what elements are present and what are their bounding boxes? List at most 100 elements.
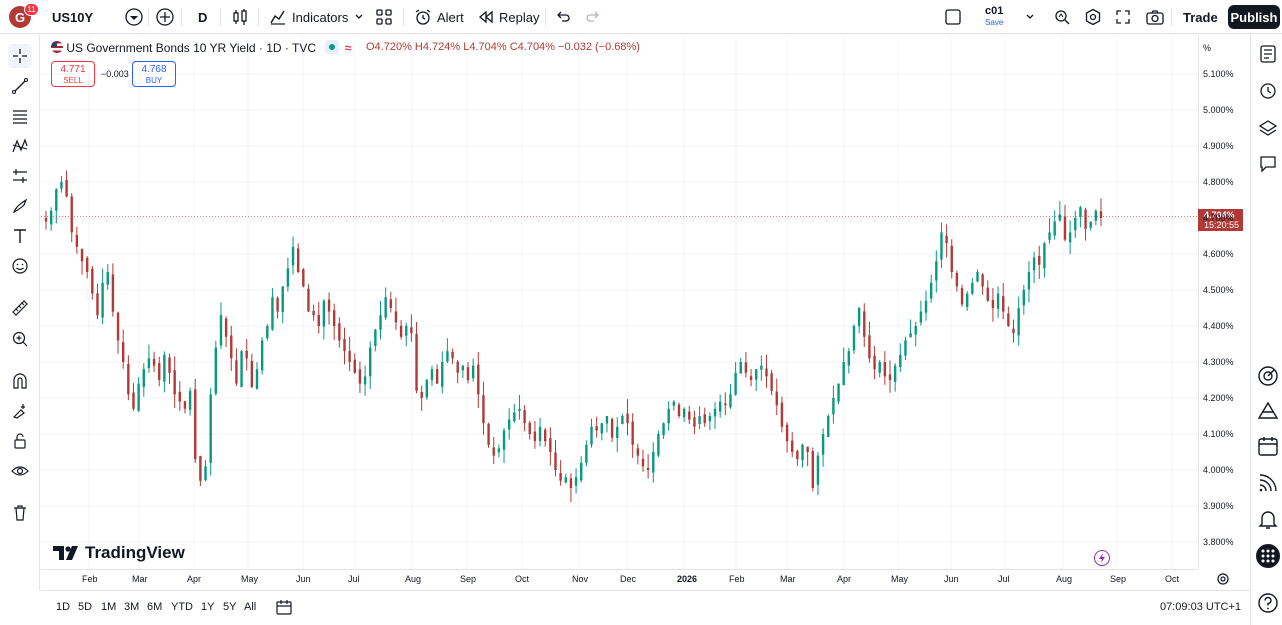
eye-icon[interactable]: [8, 459, 32, 483]
trade-button[interactable]: Trade: [1183, 9, 1218, 25]
candle-body: [137, 383, 140, 411]
trend-line-icon[interactable]: [8, 74, 32, 98]
range-button[interactable]: 1Y: [201, 601, 215, 613]
pattern-icon[interactable]: [8, 134, 32, 158]
range-button[interactable]: 6M: [147, 601, 163, 613]
watchlist-icon[interactable]: [1256, 42, 1280, 66]
time-tick-label: Mar: [780, 574, 796, 584]
sell-label: SELL: [63, 76, 83, 85]
price-axis[interactable]: [1198, 35, 1250, 569]
range-button[interactable]: 1M: [101, 601, 117, 613]
candle-body: [631, 421, 634, 445]
candle-body: [384, 297, 387, 318]
apps-grid-icon[interactable]: [1256, 544, 1280, 568]
tradingview-logo[interactable]: TradingView: [53, 543, 185, 563]
alert-button[interactable]: Alert: [413, 0, 464, 34]
bell-icon[interactable]: [1256, 507, 1280, 531]
lock-drawing-icon[interactable]: [8, 399, 32, 423]
rewind-icon: [478, 10, 493, 24]
candle-body: [857, 308, 861, 327]
text-icon[interactable]: [8, 224, 32, 248]
candle-body: [158, 363, 161, 380]
publish-button[interactable]: Publish: [1228, 5, 1280, 29]
chat-icon[interactable]: [1256, 152, 1280, 176]
wave-icon[interactable]: ≈: [344, 41, 352, 55]
brush-icon[interactable]: [8, 194, 32, 218]
quick-search-icon[interactable]: [1053, 0, 1071, 34]
time-tick-label: May: [891, 574, 909, 584]
candle-body: [188, 390, 192, 410]
layout-square-icon[interactable]: [944, 0, 962, 34]
pyramid-icon[interactable]: [1256, 399, 1280, 423]
fullscreen-icon[interactable]: [1115, 0, 1131, 34]
candle-body: [224, 318, 228, 337]
candle-body: [909, 333, 912, 338]
indicators-button[interactable]: Indicators: [268, 0, 348, 34]
help-icon[interactable]: [1256, 591, 1280, 615]
candle-body: [127, 363, 130, 395]
candle-body: [230, 335, 233, 359]
indicators-dropdown-icon[interactable]: [354, 0, 364, 34]
fib-retracement-icon[interactable]: [8, 104, 32, 128]
crosshair-icon[interactable]: [8, 44, 32, 68]
candle-body: [827, 416, 830, 437]
symbol-search[interactable]: US10Y: [52, 9, 94, 25]
series-legend[interactable]: US Government Bonds 10 YR Yield · 1D · T…: [51, 40, 351, 55]
date-range-icon[interactable]: [276, 599, 292, 620]
candle-body: [121, 342, 125, 362]
range-button[interactable]: 1D: [56, 601, 71, 613]
candle-body: [919, 311, 923, 323]
layout-dropdown-icon[interactable]: [1025, 0, 1035, 34]
price-unit-label[interactable]: %: [1203, 43, 1212, 53]
candle-body: [940, 232, 943, 260]
range-button[interactable]: YTD: [171, 601, 193, 613]
price-chart[interactable]: [41, 35, 1198, 569]
candles-icon[interactable]: [230, 0, 250, 34]
chart-pane[interactable]: [41, 35, 1198, 569]
layout-name-button[interactable]: c01 Save: [985, 0, 1003, 34]
target-icon[interactable]: [1256, 364, 1280, 388]
sell-button[interactable]: 4.771 SELL: [51, 61, 95, 87]
range-button[interactable]: 3M: [124, 601, 140, 613]
range-button[interactable]: 5Y: [223, 601, 237, 613]
add-symbol-icon[interactable]: [155, 0, 175, 34]
settings-icon[interactable]: [1084, 0, 1102, 34]
broadcast-icon[interactable]: [1256, 471, 1280, 495]
layers-icon[interactable]: [1256, 116, 1280, 140]
undo-icon[interactable]: [555, 0, 571, 34]
axis-settings-icon[interactable]: [1216, 572, 1230, 591]
interval-button[interactable]: D: [198, 9, 208, 25]
candle-body: [163, 354, 166, 382]
trash-icon[interactable]: [8, 501, 32, 525]
price-tick-label: 4.900%: [1203, 141, 1234, 151]
candle-body: [760, 365, 763, 370]
range-button[interactable]: 5D: [78, 601, 93, 613]
zoom-in-icon[interactable]: [8, 327, 32, 351]
candle-body: [1012, 328, 1015, 334]
market-status-icon[interactable]: [325, 40, 340, 54]
prediction-icon[interactable]: [8, 164, 32, 188]
magnet-icon[interactable]: [8, 369, 32, 393]
time-axis[interactable]: [41, 569, 1198, 590]
candle-body: [950, 245, 953, 272]
candle-body: [1068, 232, 1072, 243]
lightning-icon[interactable]: [1094, 550, 1110, 566]
candle-body: [461, 365, 465, 371]
alerts-clock-icon[interactable]: [1256, 78, 1280, 102]
compare-symbol-icon[interactable]: [124, 0, 144, 34]
ruler-icon[interactable]: [8, 296, 32, 320]
clock[interactable]: 07:09:03 UTC+1: [1160, 601, 1242, 613]
replay-button[interactable]: Replay: [477, 0, 539, 34]
buy-button[interactable]: 4.768 BUY: [132, 61, 176, 87]
range-button[interactable]: All: [244, 601, 257, 613]
candle-body: [878, 362, 881, 373]
candle-body: [106, 272, 109, 285]
calendar-icon[interactable]: [1256, 434, 1280, 458]
notification-badge: 11: [24, 3, 39, 16]
candle-body: [291, 246, 295, 266]
layouts-icon[interactable]: [375, 0, 393, 34]
emoji-icon[interactable]: [8, 254, 32, 278]
camera-icon[interactable]: [1145, 0, 1165, 34]
lock-icon[interactable]: [8, 429, 32, 453]
redo-icon[interactable]: [585, 0, 601, 34]
